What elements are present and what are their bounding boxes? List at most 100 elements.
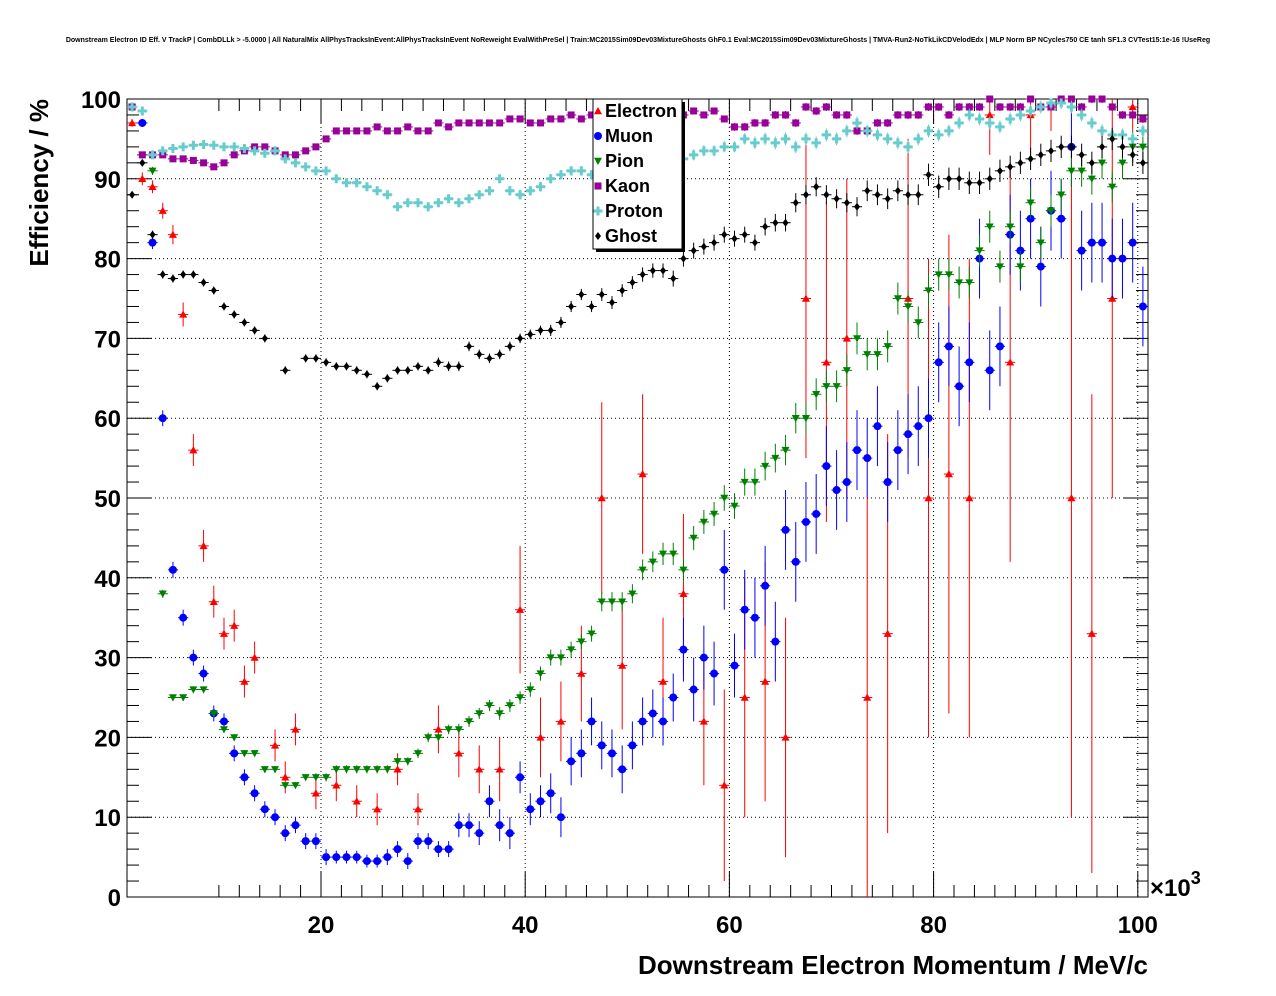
point-muon: [812, 509, 821, 518]
point-pion: [434, 734, 443, 742]
point-ghost: [190, 270, 197, 279]
point-kaon: [526, 119, 534, 127]
point-muon: [332, 853, 341, 862]
point-proton: [760, 134, 770, 144]
point-ghost: [772, 218, 779, 227]
point-electron: [475, 765, 484, 773]
point-pion: [230, 734, 239, 742]
point-ghost: [496, 350, 503, 359]
point-ghost: [639, 270, 646, 279]
point-muon: [720, 565, 729, 574]
point-kaon: [138, 151, 146, 159]
point-muon: [1108, 254, 1117, 263]
point-proton: [1036, 102, 1046, 112]
point-pion: [556, 654, 565, 662]
point-muon: [924, 414, 933, 423]
point-electron: [842, 334, 851, 342]
point-muon: [240, 773, 249, 782]
point-muon: [322, 853, 331, 862]
point-kaon: [935, 103, 943, 111]
point-ghost: [455, 362, 462, 371]
point-proton: [311, 166, 321, 176]
point-kaon: [373, 123, 381, 131]
point-electron: [138, 174, 147, 182]
point-ghost: [374, 382, 381, 391]
point-electron: [1087, 629, 1096, 637]
point-ghost: [1088, 158, 1095, 167]
point-ghost: [261, 334, 268, 343]
point-muon: [179, 613, 188, 622]
y-tick-label: 50: [94, 486, 121, 513]
point-pion: [362, 766, 371, 774]
point-ghost: [915, 190, 922, 199]
legend-label-pion: Pion: [605, 151, 644, 171]
point-ghost: [210, 286, 217, 295]
point-electron: [311, 789, 320, 797]
point-muon: [761, 581, 770, 590]
x-tick-label: 80: [920, 912, 947, 939]
point-muon: [801, 517, 810, 526]
point-muon: [659, 717, 668, 726]
point-kaon: [986, 95, 994, 103]
point-ghost: [323, 358, 330, 367]
legend-marker-electron: [594, 107, 602, 115]
point-kaon: [332, 127, 340, 135]
point-proton: [985, 118, 995, 128]
point-muon: [444, 845, 453, 854]
point-pion: [342, 766, 351, 774]
point-electron: [332, 781, 341, 789]
point-kaon: [506, 115, 514, 123]
point-proton: [525, 186, 535, 196]
point-ghost: [629, 278, 636, 287]
x-tick-label: 20: [308, 912, 335, 939]
point-electron: [965, 494, 974, 502]
point-ghost: [302, 354, 309, 363]
point-proton: [199, 139, 209, 149]
point-electron: [291, 725, 300, 733]
point-kaon: [210, 163, 218, 171]
point-proton: [770, 138, 780, 148]
point-ghost: [588, 302, 595, 311]
point-kaon: [179, 155, 187, 163]
point-muon: [791, 557, 800, 566]
point-kaon: [230, 151, 238, 159]
point-muon: [454, 821, 463, 830]
point-electron: [985, 110, 994, 119]
point-pion: [311, 774, 320, 782]
point-pion: [526, 686, 535, 694]
point-muon: [301, 837, 310, 846]
point-electron: [413, 805, 422, 813]
point-ghost: [935, 182, 942, 191]
point-proton: [883, 134, 893, 144]
point-ghost: [149, 230, 156, 239]
point-proton: [719, 142, 729, 152]
point-proton: [576, 166, 586, 176]
point-pion: [219, 726, 228, 734]
point-proton: [893, 138, 903, 148]
point-pion: [761, 462, 770, 471]
point-ghost: [282, 366, 289, 375]
point-proton: [913, 134, 923, 144]
legend: Electron Muon Pion Kaon Proton Ghost: [592, 98, 685, 252]
point-kaon: [751, 119, 759, 127]
point-electron: [781, 733, 790, 741]
point-pion: [944, 271, 953, 279]
point-kaon: [577, 115, 585, 123]
point-proton: [791, 142, 801, 152]
point-ghost: [220, 302, 227, 311]
point-ghost: [129, 190, 136, 199]
point-ghost: [527, 330, 534, 339]
point-kaon: [873, 119, 881, 127]
point-muon: [1098, 238, 1107, 247]
point-pion: [1138, 143, 1147, 151]
point-pion: [812, 391, 821, 399]
point-kaon: [782, 111, 790, 119]
point-muon: [485, 797, 494, 806]
point-ghost: [414, 362, 421, 371]
point-ghost: [966, 178, 973, 187]
point-electron: [740, 693, 749, 701]
x-tick-label: 40: [512, 912, 539, 939]
point-proton: [250, 146, 260, 156]
point-proton: [484, 186, 494, 196]
